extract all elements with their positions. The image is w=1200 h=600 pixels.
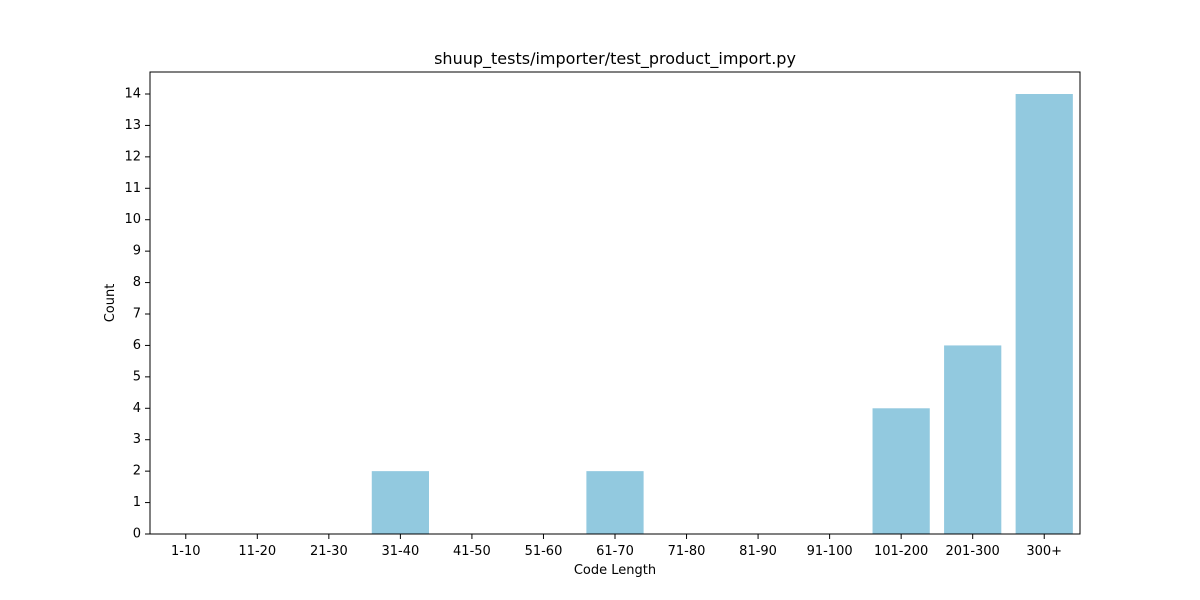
x-tick-label: 201-300 <box>946 544 1000 559</box>
bar-31-40 <box>371 471 429 534</box>
x-tick-label: 71-80 <box>668 544 706 559</box>
bars-group <box>371 94 1073 534</box>
x-tick-label: 81-90 <box>739 544 777 559</box>
y-tick-label: 10 <box>124 212 141 227</box>
x-tick-label: 61-70 <box>596 544 634 559</box>
y-tick-label: 14 <box>124 87 141 102</box>
y-tick-label: 6 <box>133 338 141 353</box>
x-tick-label: 300+ <box>1026 544 1062 559</box>
y-tick-label: 0 <box>133 527 141 542</box>
x-axis-label: Code Length <box>574 563 656 578</box>
x-tick-label: 41-50 <box>453 544 491 559</box>
y-tick-label: 11 <box>124 181 141 196</box>
x-tick-label: 11-20 <box>238 544 276 559</box>
x-tick-label: 91-100 <box>807 544 853 559</box>
plot-area-frame <box>149 71 1081 535</box>
y-tick-label: 4 <box>133 401 141 416</box>
y-tick-label: 7 <box>133 307 141 322</box>
x-tick-label: 21-30 <box>310 544 348 559</box>
x-tick-label: 51-60 <box>525 544 563 559</box>
y-axis-label: Count <box>103 284 118 323</box>
y-tick-label: 1 <box>133 495 141 510</box>
y-tick-label: 2 <box>133 464 141 479</box>
x-axis-ticks: 1-10 11-20 21-30 31-40 41-50 51-60 61-70 71-80 8… <box>171 534 1062 559</box>
y-tick-label: 12 <box>124 149 141 164</box>
bar-300+ <box>1015 94 1073 534</box>
y-tick-label: 9 <box>133 244 141 259</box>
bar-101-200 <box>872 408 930 534</box>
chart-title: shuup_tests/importer/test_product_import… <box>434 49 796 69</box>
bar-201-300 <box>944 345 1002 534</box>
y-tick-label: 5 <box>133 369 141 384</box>
x-tick-label: 31-40 <box>381 544 419 559</box>
x-tick-label: 1-10 <box>171 544 201 559</box>
y-tick-label: 3 <box>133 432 141 447</box>
y-tick-label: 13 <box>124 118 141 133</box>
x-tick-label: 101-200 <box>874 544 928 559</box>
bar-61-70 <box>586 471 644 534</box>
y-tick-label: 8 <box>133 275 141 290</box>
